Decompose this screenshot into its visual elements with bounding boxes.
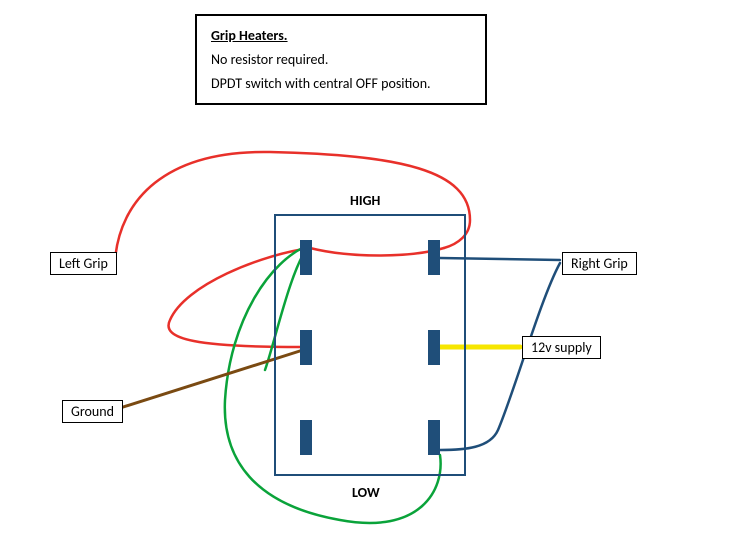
terminal-BR	[428, 420, 440, 455]
left-grip-label: Left Grip	[50, 252, 117, 275]
terminal-BL	[300, 420, 312, 455]
wire-red-left-grip-to-ML	[115, 152, 470, 347]
high-label: HIGH	[350, 192, 380, 209]
right-grip-label: Right Grip	[562, 252, 637, 275]
info-line1: No resistor required.	[211, 48, 471, 72]
terminal-TL	[300, 240, 312, 275]
terminal-MR	[428, 330, 440, 365]
info-title: Grip Heaters.	[211, 24, 471, 48]
info-line2: DPDT switch with central OFF position.	[211, 72, 471, 96]
low-label: LOW	[352, 484, 380, 501]
wire-green-TL-to-BL-to-BR	[225, 245, 441, 523]
info-box: Grip Heaters. No resistor required. DPDT…	[195, 14, 487, 105]
wire-red-top-arc	[310, 248, 444, 256]
supply-label: 12v supply	[522, 336, 601, 359]
terminal-ML	[300, 330, 312, 365]
terminal-TR	[428, 240, 440, 275]
ground-label: Ground	[62, 400, 123, 423]
